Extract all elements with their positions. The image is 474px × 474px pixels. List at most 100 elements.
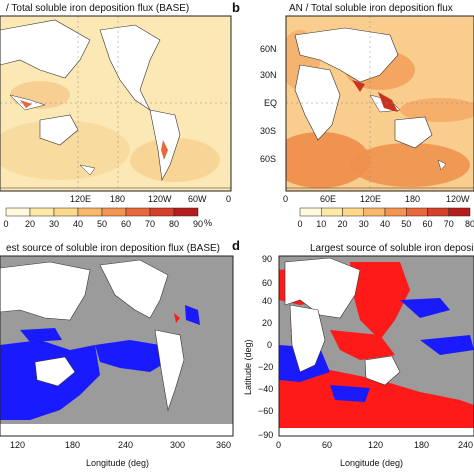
panel-a: / Total soluble iron deposition flux (BA… — [0, 3, 232, 229]
colorbar-swatch — [384, 207, 407, 217]
panel-c-map — [0, 256, 233, 436]
panel-b-lon-tick: 120W — [446, 194, 470, 204]
panel-d-indonesia-red — [330, 330, 395, 360]
colorbar-swatch — [342, 207, 364, 217]
colorbar-tick-label: 40 — [73, 219, 83, 229]
colorbar-swatch — [427, 207, 449, 217]
colorbar-swatch — [299, 207, 322, 217]
panel-d-lat-tick: −40 — [258, 384, 273, 394]
panel-c-south-america-land — [154, 329, 185, 412]
colorbar-tick-label: 60 — [422, 219, 432, 229]
panel-c-australia-land — [34, 356, 76, 387]
panel-b-africa-land — [294, 64, 341, 141]
panel-b-lon-tick: 60E — [320, 194, 336, 204]
colorbar-swatch — [5, 207, 31, 217]
panel-a-lon-tick: 60W — [188, 194, 207, 204]
panel-a-asia-land — [0, 19, 91, 79]
panel-a-colorbar: 0 20 30 40 50 60 70 80 90 — [3, 207, 203, 229]
panel-c-atlantic-blue — [185, 305, 200, 325]
panel-b-lat-tick: EQ — [264, 98, 277, 108]
colorbar-swatch — [125, 207, 151, 217]
panel-b-indonesia-hotspot — [378, 92, 398, 112]
panel-d-frame — [278, 255, 474, 437]
panel-d-title: Largest source of soluble iron depositio — [310, 243, 474, 254]
panel-a-north-america-land — [99, 24, 161, 111]
colorbar-tick-label: 30 — [49, 219, 59, 229]
panel-d-lat-tick: −20 — [258, 362, 273, 372]
panel-b-lat-tick: 30S — [260, 126, 276, 136]
panel-d-map — [279, 256, 474, 436]
colorbar-tick-label: 70 — [444, 219, 454, 229]
panel-a-lon-tick: 0 — [226, 194, 231, 204]
colorbar-swatch — [149, 207, 175, 217]
panel-d-xlabel: Longitude (deg) — [340, 458, 403, 468]
panel-a-lon-tick: 120E — [70, 194, 91, 204]
panel-c-red-spot — [174, 313, 180, 323]
panel-d-lon-tick: 180 — [414, 440, 429, 450]
colorbar-tick-label: 10 — [316, 219, 326, 229]
panel-d-lon-tick: 0 — [276, 440, 281, 450]
panel-d-lon-tick: 120 — [368, 440, 383, 450]
colorbar-tick-label: 0 — [3, 219, 8, 229]
panel-b-south-asia-hotspot — [352, 80, 365, 92]
panel-c-north-america-land — [99, 259, 169, 319]
panel-b-map — [286, 16, 474, 191]
panel-a-new-zealand-land — [79, 164, 96, 176]
panel-b-frame — [285, 15, 474, 192]
panel-c-asia-land — [0, 261, 91, 321]
panel-d-ylabel: Latitude (deg) — [243, 339, 253, 395]
panel-a-lon-ticks: 120E 180 120W 60W 0 — [70, 194, 231, 204]
panel-a-chile-hotspot — [161, 140, 168, 160]
panel-b-tropical-band — [400, 98, 474, 122]
panel-b-eurasia-land — [294, 27, 399, 83]
colorbar-tick-label: 50 — [401, 219, 411, 229]
colorbar-tick-label: 60 — [121, 219, 131, 229]
panel-d-lat-tick: 40 — [262, 296, 272, 306]
colorbar-tick-label: 50 — [97, 219, 107, 229]
panel-b-letter: b — [232, 0, 240, 15]
panel-a-lon-tick: 180 — [110, 194, 125, 204]
panel-a-title: / Total soluble iron deposition flux (BA… — [6, 3, 189, 14]
colorbar-swatch — [448, 207, 471, 217]
colorbar-swatch — [173, 207, 199, 217]
panel-c-lon-tick: 180 — [65, 440, 80, 450]
panel-b-lon-tick: 180 — [405, 194, 420, 204]
panel-c-xlabel: Longitude (deg) — [86, 458, 149, 468]
panel-d-lon-tick: 60 — [322, 440, 332, 450]
panel-b-southern-band — [350, 143, 470, 187]
colorbar-tick-label: 0 — [297, 219, 302, 229]
panel-b-new-zealand-land — [437, 159, 447, 171]
panel-a-australia-land — [39, 114, 79, 146]
colorbar-swatch — [321, 207, 343, 217]
panel-d-antarctica-land — [279, 428, 474, 436]
colorbar-tick-label: 80 — [169, 219, 179, 229]
panel-b-lon-tick: 120E — [360, 194, 381, 204]
panel-d-eurasia-land — [284, 257, 361, 319]
panel-c-lon-tick: 300 — [170, 440, 185, 450]
panel-d-lat-tick: 60 — [262, 278, 272, 288]
panel-d-lat-tick: 20 — [262, 318, 272, 328]
panel-a-colorbar-unit: % — [204, 218, 212, 228]
panel-b-title: AN / Total soluble iron deposition flux — [289, 3, 453, 14]
colorbar-tick-label: 20 — [337, 219, 347, 229]
panel-c-frame — [0, 255, 234, 437]
panel-d-lat-tick: −90 — [258, 430, 273, 440]
panel-c-antarctica-land — [0, 424, 233, 436]
colorbar-tick-label: 80 — [465, 219, 474, 229]
panel-a-indonesia-hotspot — [20, 100, 32, 108]
panel-d-africa-land — [289, 304, 326, 373]
panel-a-map — [0, 16, 231, 191]
panel-d-letter: d — [232, 238, 240, 253]
panel-d-australia-land — [364, 355, 401, 386]
panel-c-pacific-blue — [95, 340, 170, 372]
colorbar-tick-label: 90 — [193, 219, 203, 229]
panel-a-southern-band — [0, 120, 130, 180]
panel-b-australia-land — [394, 116, 433, 149]
panel-d-southern-ocean-red — [279, 370, 474, 430]
colorbar-swatch — [406, 207, 428, 217]
panel-d-lon-ticks: 0 60 120 180 240 — [276, 440, 473, 450]
panel-d-lat-tick: 0 — [267, 340, 272, 350]
colorbar-tick-label: 20 — [25, 219, 35, 229]
panel-b-lon-ticks: 0 60E 120E 180 120W — [283, 194, 470, 204]
